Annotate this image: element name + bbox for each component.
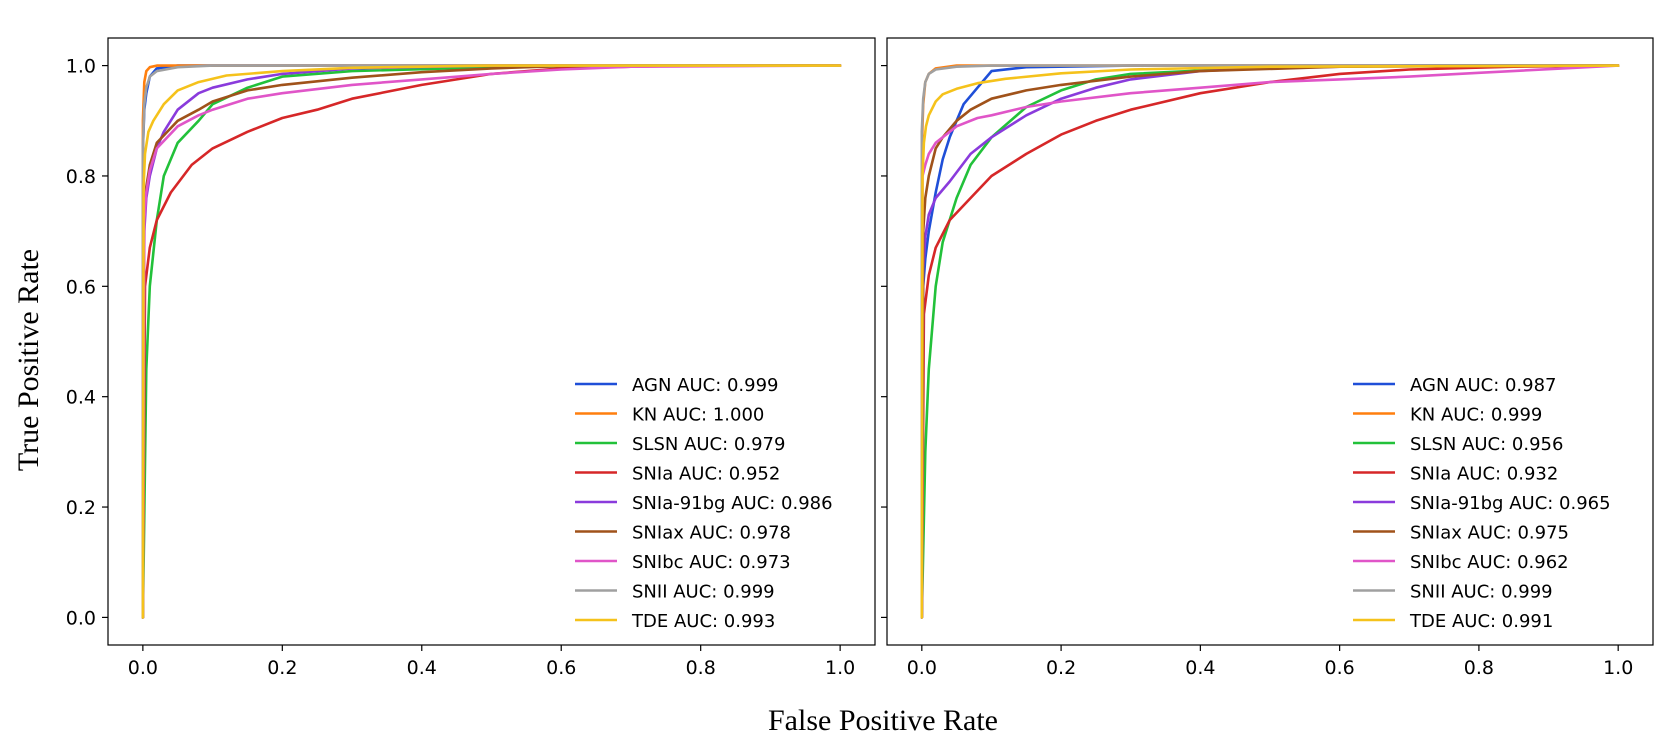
- y-axis-title: True Positive Rate: [12, 249, 45, 471]
- legend-label: SNIax AUC: 0.978: [632, 523, 791, 544]
- series-line-8: [141, 64, 842, 619]
- legend-label: KN AUC: 0.999: [1410, 405, 1542, 426]
- series-line-3: [920, 64, 1620, 619]
- legend-label: SLSN AUC: 0.979: [632, 434, 785, 455]
- x-tick-label: 0.8: [1464, 657, 1494, 679]
- legend-label: AGN AUC: 0.999: [632, 375, 779, 396]
- right-roc-panel: 0.0 0.2 0.4 0.6 0.8 1.0 AGN AUC: 0.987 KN AUC: …: [881, 37, 1654, 679]
- legend-label: TDE AUC: 0.993: [631, 611, 775, 632]
- y-tick-label: 0.4: [66, 387, 96, 409]
- plot-frame: [107, 37, 876, 646]
- x-tick-label: 0.0: [128, 657, 158, 679]
- y-tick-label: 0.6: [66, 276, 96, 298]
- legend-label: SNIa AUC: 0.952: [632, 464, 780, 485]
- x-tick-label: 0.8: [686, 657, 716, 679]
- y-tick-label: 0.8: [66, 166, 96, 188]
- plot-frame: [886, 37, 1654, 646]
- legend-label: SNIa AUC: 0.932: [1410, 464, 1558, 485]
- left-roc-panel: 0.0 0.2 0.4 0.6 0.8 1.0 0.0 0.2 0.4 0.6 0.8 1.0 AGN …: [66, 37, 876, 679]
- legend-label: AGN AUC: 0.987: [1410, 375, 1557, 396]
- series-line-8: [920, 64, 1620, 619]
- legend-label: SNIax AUC: 0.975: [1410, 523, 1569, 544]
- x-tick-label: 0.2: [1046, 657, 1076, 679]
- legend-label: TDE AUC: 0.991: [1409, 611, 1553, 632]
- legend-label: SNIa-91bg AUC: 0.986: [632, 493, 833, 514]
- x-tick-label: 0.2: [267, 657, 297, 679]
- series-line-7: [141, 64, 842, 619]
- y-tick-label: 0.0: [66, 607, 96, 629]
- series-line-6: [920, 64, 1620, 619]
- legend-label: SNII AUC: 0.999: [1410, 582, 1553, 603]
- x-tick-label: 0.0: [907, 657, 937, 679]
- legend-label: KN AUC: 1.000: [632, 405, 764, 426]
- x-tick-label: 0.4: [1185, 657, 1215, 679]
- x-axis-title: False Positive Rate: [768, 704, 998, 737]
- x-tick-label: 1.0: [1603, 657, 1633, 679]
- series-line-5: [920, 64, 1620, 619]
- legend-label: SLSN AUC: 0.956: [1410, 434, 1563, 455]
- legend-label: SNIa-91bg AUC: 0.965: [1410, 493, 1611, 514]
- x-tick-label: 1.0: [825, 657, 855, 679]
- legend-label: SNIbc AUC: 0.973: [632, 552, 791, 573]
- x-tick-label: 0.6: [546, 657, 576, 679]
- legend-label: SNII AUC: 0.999: [632, 582, 775, 603]
- y-tick-label: 1.0: [66, 56, 96, 78]
- series-line-6: [141, 64, 842, 619]
- legend-label: SNIbc AUC: 0.962: [1410, 552, 1569, 573]
- series-line-7: [920, 64, 1620, 619]
- x-tick-label: 0.4: [407, 657, 437, 679]
- y-tick-label: 0.2: [66, 497, 96, 519]
- x-tick-label: 0.6: [1325, 657, 1355, 679]
